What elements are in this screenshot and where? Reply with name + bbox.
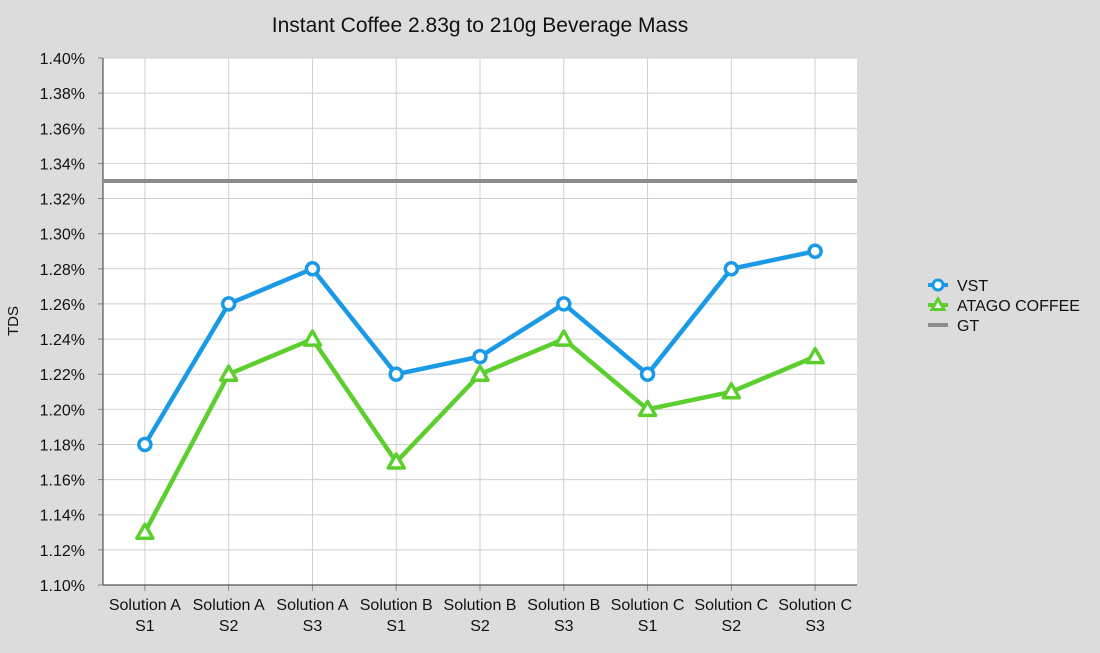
y-axis-label: TDS [5, 306, 22, 336]
y-tick-label: 1.26% [40, 297, 85, 314]
data-point-vst [472, 348, 488, 365]
y-tick-label: 1.34% [40, 156, 85, 173]
legend-label-vst: VST [957, 278, 988, 295]
y-tick-label: 1.12% [40, 543, 85, 560]
x-tick-label: S2 [219, 618, 239, 635]
data-point-atago-coffee [721, 382, 742, 400]
legend-item-atago-coffee: ATAGO COFFEE [928, 295, 1080, 315]
x-tick-label: S1 [386, 618, 406, 635]
legend-item-gt: GT [928, 318, 979, 335]
data-point-vst [556, 296, 572, 312]
x-tick-label: S3 [805, 618, 825, 635]
x-tick-label: S3 [303, 618, 323, 635]
y-tick-label: 1.38% [40, 86, 85, 103]
data-point-vst [388, 366, 404, 382]
data-point-vst [137, 436, 153, 453]
x-tick-label: Solution A [193, 597, 265, 614]
x-tick-label: Solution A [276, 597, 348, 614]
x-tick-label: Solution C [778, 597, 852, 614]
legend: VST ATAGO COFFEE GT [928, 278, 1080, 335]
series-atago-coffee [135, 329, 825, 541]
data-point-vst [807, 243, 823, 259]
y-tick-label: 1.16% [40, 473, 85, 490]
x-tick-label: Solution B [527, 597, 600, 614]
series-vst [137, 243, 823, 453]
data-point-atago-coffee [135, 522, 155, 541]
legend-marker-vst [931, 278, 945, 292]
data-point-vst [723, 261, 740, 277]
y-tick-label: 1.18% [40, 437, 85, 454]
x-tick-label: Solution C [611, 597, 685, 614]
y-tick-label: 1.14% [40, 508, 85, 525]
data-point-atago-coffee [218, 364, 239, 382]
data-point-atago-coffee [805, 346, 825, 365]
legend-label-gt: GT [957, 318, 979, 335]
y-tick-label: 1.36% [40, 121, 85, 138]
x-tick-label: S2 [722, 618, 742, 635]
data-point-atago-coffee [302, 329, 323, 347]
x-tick-label: S2 [470, 618, 490, 635]
y-tick-label: 1.20% [40, 402, 85, 419]
x-tick-label: S1 [638, 618, 658, 635]
data-point-vst [639, 366, 656, 382]
y-tick-label: 1.22% [40, 367, 85, 384]
x-tick-label: Solution A [109, 597, 181, 614]
y-tick-label: 1.30% [40, 227, 85, 244]
x-tick-label: Solution C [694, 597, 768, 614]
data-point-atago-coffee [554, 329, 574, 347]
chart-title: Instant Coffee 2.83g to 210g Beverage Ma… [272, 14, 688, 37]
y-tick-label: 1.40% [40, 51, 85, 68]
data-point-atago-coffee [386, 452, 406, 470]
data-point-vst [304, 261, 321, 277]
x-tick-label: Solution B [444, 597, 517, 614]
x-tick-label: S3 [554, 618, 574, 635]
y-tick-label: 1.10% [40, 578, 85, 595]
y-tick-label: 1.24% [40, 332, 85, 349]
legend-label-atago-coffee: ATAGO COFFEE [957, 298, 1080, 315]
legend-item-vst: VST [928, 278, 988, 295]
data-point-atago-coffee [470, 364, 490, 382]
x-tick-label: S1 [135, 618, 155, 635]
data-point-atago-coffee [637, 399, 658, 418]
data-point-vst [220, 296, 237, 312]
x-tick-label: Solution B [360, 597, 433, 614]
plot-area: 1.10% 1.12% 1.14% 1.16% 1.18% 1.20% 1.22% 1.24%… [40, 51, 857, 635]
y-tick-label: 1.28% [40, 262, 85, 279]
y-tick-label: 1.32% [40, 192, 85, 209]
legend-marker-atago-coffee [929, 295, 947, 311]
